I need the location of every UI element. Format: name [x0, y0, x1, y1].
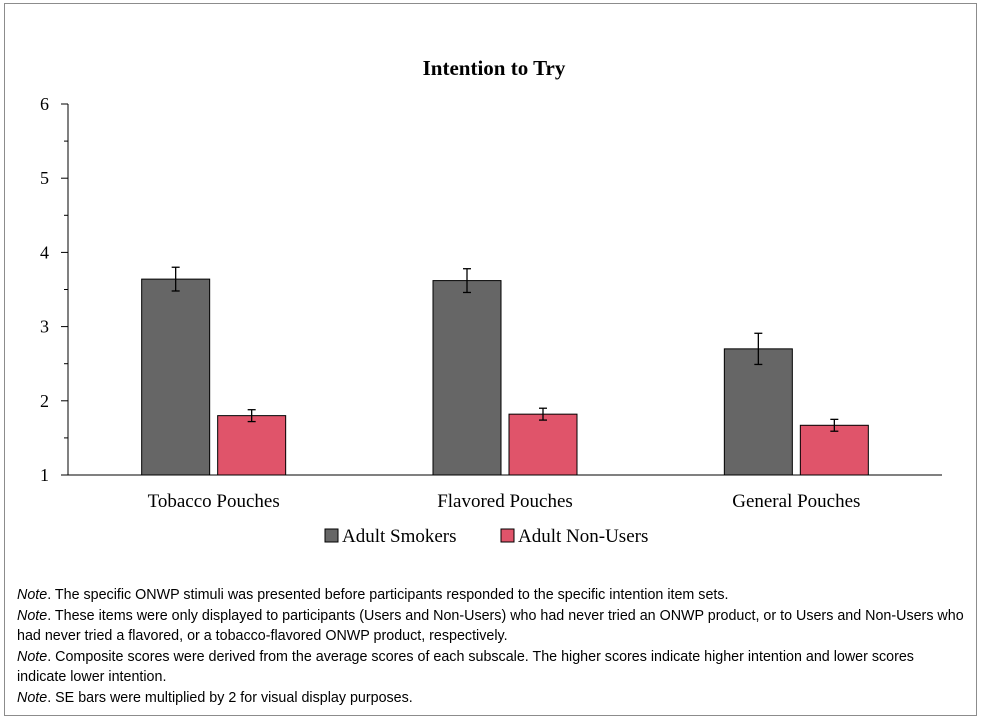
- legend: Adult Smokers Adult Non-Users: [324, 526, 648, 547]
- bars: [141, 266, 869, 476]
- note-label: Note: [17, 648, 48, 665]
- note-1: Note. The specific ONWP stimuli was pres…: [17, 585, 967, 606]
- bar: [723, 348, 793, 476]
- legend-swatch: [500, 528, 515, 543]
- bar: [508, 413, 578, 476]
- y-tick-label: 5: [40, 168, 49, 188]
- note-2: Note. These items were only displayed to…: [17, 606, 967, 647]
- y-tick-label: 1: [40, 465, 49, 485]
- note-label: Note: [17, 607, 48, 624]
- axes: 1 2 3 4 5 6 Tobacco Pouches Flavored Pouches Gen…: [40, 94, 942, 512]
- y-tick-label: 3: [40, 317, 49, 337]
- note-4: Note. SE bars were multiplied by 2 for v…: [17, 688, 967, 709]
- note-label: Note: [17, 587, 48, 603]
- bar: [217, 415, 287, 476]
- y-tick-label: 4: [40, 242, 49, 262]
- y-tick-label: 6: [40, 94, 49, 114]
- note-text: . The specific ONWP stimuli was presente…: [47, 587, 729, 603]
- bar-chart: Intention to Try 1 2 3 4 5 6 Tobacco Pouches Fl…: [40, 56, 942, 547]
- bar: [799, 424, 869, 476]
- note-text: . Composite scores were derived from the…: [17, 648, 914, 686]
- y-tick-label: 2: [40, 391, 49, 411]
- legend-label: Adult Non-Users: [518, 526, 648, 547]
- note-label: Note: [17, 689, 48, 706]
- x-tick-label: Flavored Pouches: [437, 491, 573, 512]
- x-tick-label: General Pouches: [732, 491, 860, 512]
- bar: [141, 278, 211, 476]
- x-tick-label: Tobacco Pouches: [148, 491, 280, 512]
- chart-title: Intention to Try: [423, 56, 566, 80]
- notes: Note. The specific ONWP stimuli was pres…: [17, 585, 967, 708]
- legend-swatch: [324, 528, 339, 543]
- note-3: Note. Composite scores were derived from…: [17, 647, 967, 688]
- note-text: . SE bars were multiplied by 2 for visua…: [47, 689, 413, 706]
- legend-label: Adult Smokers: [342, 526, 457, 547]
- bar: [432, 280, 502, 476]
- note-text: . These items were only displayed to par…: [17, 607, 964, 645]
